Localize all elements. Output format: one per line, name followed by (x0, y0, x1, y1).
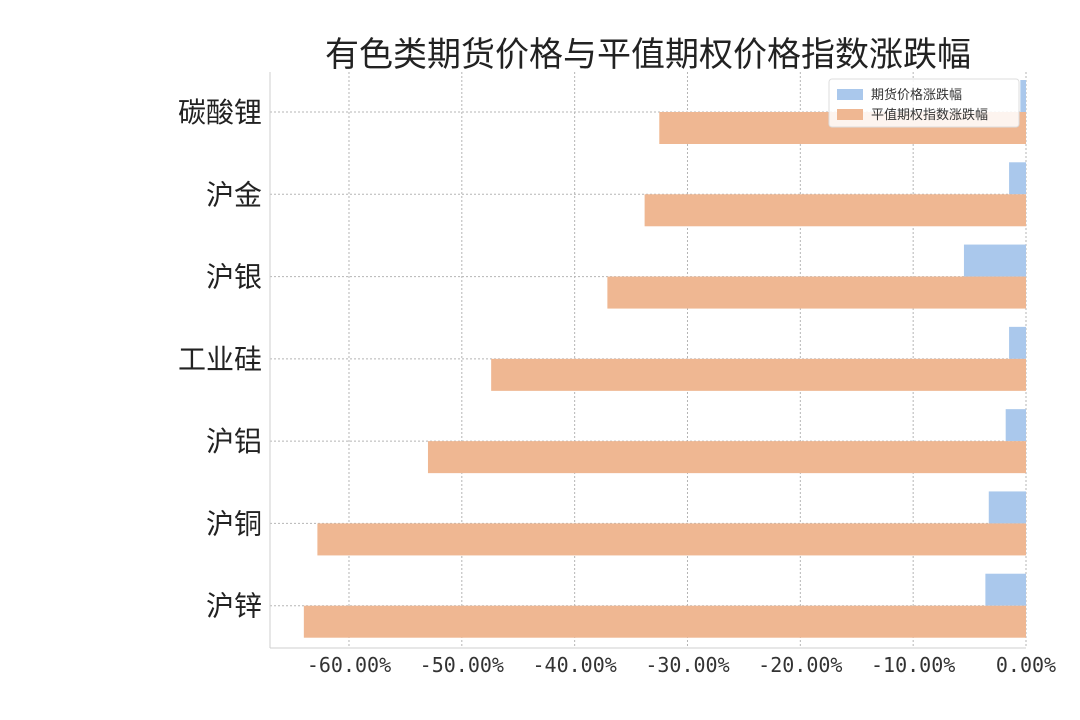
bar-option-6 (303, 605, 1027, 638)
bar-futures-4 (1005, 409, 1026, 442)
bar-option-3 (491, 358, 1026, 391)
category-label: 沪铝 (206, 425, 262, 458)
x-tick-label: -40.00% (533, 653, 617, 677)
bar-futures-2 (963, 244, 1026, 277)
x-tick-label: 0.00% (996, 653, 1056, 677)
x-tick-label: -30.00% (645, 653, 729, 677)
x-tick-label: -10.00% (871, 653, 955, 677)
bar-futures-3 (1009, 326, 1026, 359)
category-label: 碳酸锂 (178, 96, 262, 129)
x-tick-label: -50.00% (420, 653, 504, 677)
bar-futures-6 (985, 573, 1026, 606)
legend-label: 期货价格涨跌幅 (871, 87, 962, 103)
category-label: 工业硅 (178, 343, 262, 376)
x-tick-labels: -60.00% -50.00% -40.00% -30.00% -20.00% -10.0… (307, 653, 1056, 677)
category-label: 沪锌 (206, 590, 262, 623)
axes (269, 72, 1026, 649)
bar-futures-1 (1009, 162, 1026, 195)
x-tick-label: -20.00% (758, 653, 842, 677)
bar-futures-0 (1020, 80, 1026, 112)
bar-option-4 (427, 441, 1026, 474)
x-tick-label: -60.00% (307, 653, 391, 677)
bar-option-5 (317, 523, 1026, 556)
legend-swatch (837, 89, 863, 100)
bar-futures-5 (988, 491, 1026, 524)
bars (303, 80, 1027, 638)
bar-option-2 (607, 276, 1026, 309)
legend-box (828, 78, 1020, 128)
legend-label: 平值期权指数涨跌幅 (871, 107, 988, 123)
legend-swatch (837, 109, 863, 120)
category-label: 沪铜 (206, 507, 262, 540)
category-label: 沪银 (206, 261, 262, 294)
chart-title: 有色类期货价格与平值期权价格指数涨跌幅 (325, 35, 971, 75)
bar-option-1 (644, 194, 1026, 227)
category-label: 沪金 (206, 178, 262, 211)
